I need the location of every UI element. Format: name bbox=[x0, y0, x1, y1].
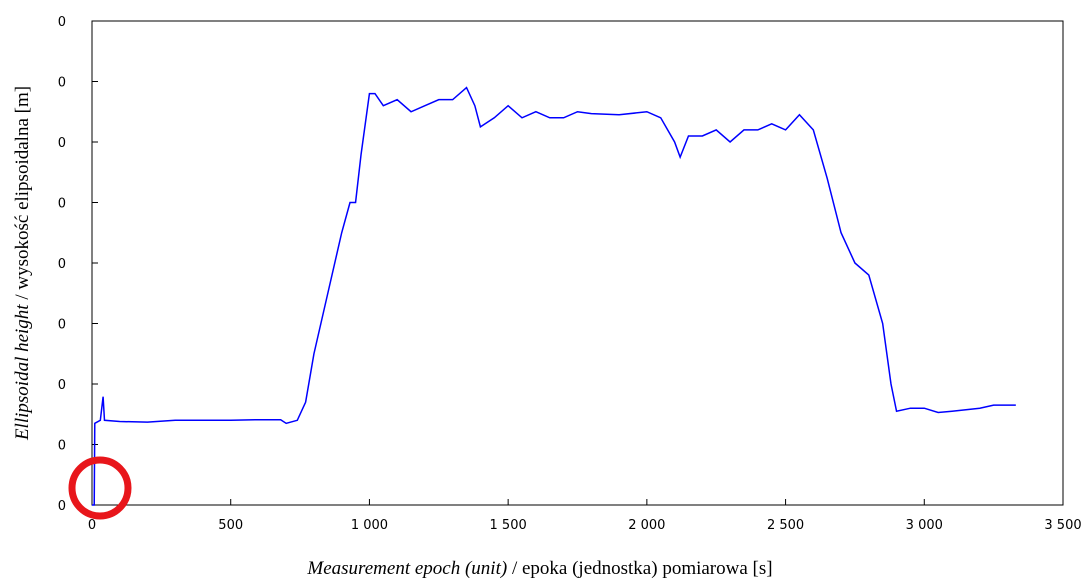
x-label-rest: / epoka (jednostka) pomiarowa [s] bbox=[507, 558, 772, 579]
y-tick-label: 0 bbox=[58, 15, 66, 30]
y-axis-label: Ellipsoidal height / wysokość elipsoidal… bbox=[12, 86, 33, 441]
x-tick-label: 2 500 bbox=[767, 518, 804, 533]
y-tick-label: 0 bbox=[58, 136, 66, 151]
x-tick-label: 2 000 bbox=[628, 518, 665, 533]
x-axis-label: Measurement epoch (unit) / epoka (jednos… bbox=[306, 558, 772, 579]
highlight-circle bbox=[68, 456, 132, 520]
plot-frame bbox=[91, 20, 1064, 506]
x-tick-label: 3 000 bbox=[906, 518, 943, 533]
plot: 0 500 1 000 1 500 2 000 2 500 3 000 3 500 0 0 0 0 0 0… bbox=[58, 15, 1082, 533]
x-tick-label: 0 bbox=[88, 518, 96, 533]
y-tick-label: 0 bbox=[58, 197, 66, 212]
x-tick-label: 1 000 bbox=[351, 518, 388, 533]
y-tick-label: 0 bbox=[58, 439, 66, 454]
y-label-italic: Ellipsoidal height bbox=[12, 304, 33, 441]
x-label-italic: Measurement epoch (unit) bbox=[306, 558, 507, 579]
y-tick-label: 0 bbox=[58, 257, 66, 272]
y-tick-label: 0 bbox=[58, 76, 66, 91]
data-line bbox=[92, 86, 1016, 506]
y-tick-label: 0 bbox=[58, 499, 66, 514]
y-label-rest: / wysokość elipsoidalna [m] bbox=[12, 86, 33, 304]
y-tick-label: 0 bbox=[58, 318, 66, 333]
x-tick-label: 500 bbox=[218, 518, 243, 533]
y-tick-label: 0 bbox=[58, 378, 66, 393]
x-tick-label: 1 500 bbox=[490, 518, 527, 533]
x-tick-label: 3 500 bbox=[1044, 518, 1081, 533]
